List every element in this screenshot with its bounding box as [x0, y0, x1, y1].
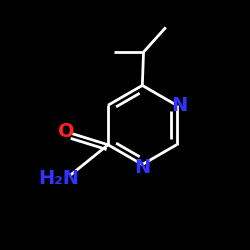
Text: O: O — [58, 122, 74, 141]
Text: N: N — [134, 158, 150, 177]
Text: N: N — [172, 96, 188, 115]
Text: H₂N: H₂N — [38, 169, 79, 188]
